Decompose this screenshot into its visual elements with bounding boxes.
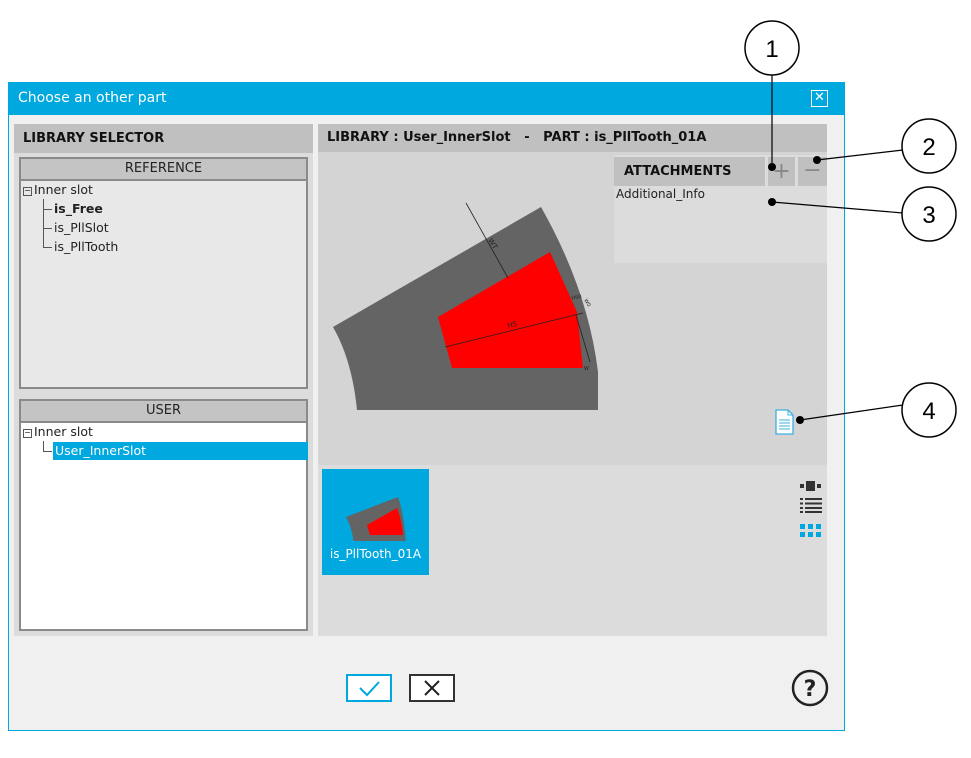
part-drawing: WT HS HS0 W0 W [333, 202, 598, 410]
callout-1: 1 [765, 36, 778, 63]
slot-region [438, 252, 583, 368]
collapse-icon[interactable]: − [23, 186, 32, 196]
tree-item-is-free[interactable]: is_Free [54, 201, 103, 216]
tree-item-is-plltooth[interactable]: is_PllTooth [54, 239, 119, 254]
tree-node-inner-slot[interactable]: − Inner slot [23, 423, 93, 441]
thumbnail-image [346, 497, 406, 541]
part-panel-header: LIBRARY : User_InnerSlot - PART : is_Pll… [318, 124, 827, 152]
list-view-button[interactable] [800, 498, 822, 513]
callout-3: 3 [922, 202, 935, 229]
dim-w0: W0 [582, 298, 591, 308]
cancel-button[interactable] [409, 674, 455, 702]
user-tree[interactable]: USER − Inner slot User_InnerSlot [19, 399, 308, 631]
tree-label: Inner slot [34, 424, 93, 439]
document-icon[interactable] [775, 409, 794, 435]
reference-header: REFERENCE [21, 159, 306, 181]
dim-hs: HS [507, 320, 519, 330]
help-button[interactable]: ? [791, 669, 829, 707]
x-icon [424, 680, 440, 696]
attachments-title: ATTACHMENTS [614, 157, 765, 186]
callout-2: 2 [922, 134, 935, 161]
svg-text:?: ? [804, 677, 817, 702]
grid-view-button[interactable] [800, 523, 822, 537]
remove-attachment-button[interactable]: − [798, 157, 827, 186]
dim-hs0: HS0 [571, 294, 582, 302]
tree-item-user-innerslot[interactable]: User_InnerSlot [53, 442, 308, 460]
check-icon [359, 681, 380, 697]
large-icon-view-button[interactable] [800, 476, 822, 491]
tree-node-inner-slot[interactable]: − Inner slot [23, 181, 93, 199]
help-icon: ? [791, 669, 829, 707]
thumbnail-is-plltooth-01a[interactable]: is_PllTooth_01A [322, 469, 429, 575]
tree-label: Inner slot [34, 182, 93, 197]
attachment-item[interactable]: Additional_Info [616, 187, 705, 201]
reference-tree[interactable]: REFERENCE − Inner slot is_Free is_PllSlot… [19, 157, 308, 389]
library-selector-title: LIBRARY SELECTOR [14, 124, 313, 153]
collapse-icon[interactable]: − [23, 428, 32, 438]
callout-4: 4 [922, 398, 935, 425]
dim-w: W [584, 366, 589, 372]
thumbnail-label: is_PllTooth_01A [329, 547, 422, 561]
ok-button[interactable] [346, 674, 392, 702]
user-header: USER [21, 401, 306, 423]
tree-item-is-pllslot[interactable]: is_PllSlot [54, 220, 109, 235]
close-button[interactable]: ✕ [811, 90, 828, 107]
dialog-title: Choose an other part [8, 82, 845, 115]
